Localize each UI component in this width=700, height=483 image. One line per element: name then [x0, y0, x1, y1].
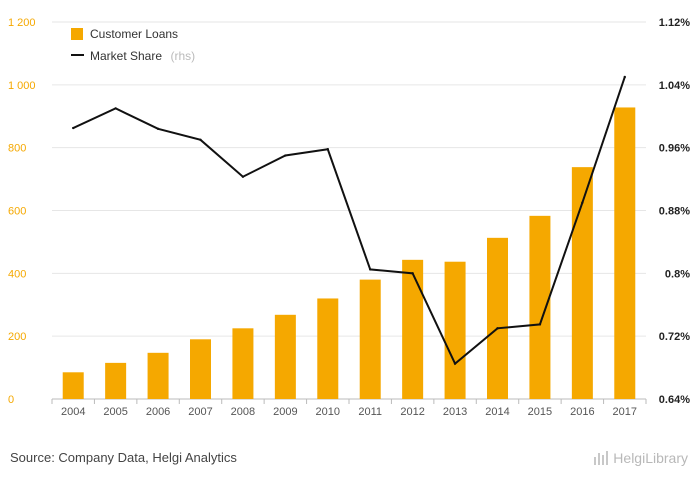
x-tick-label: 2004 [61, 406, 85, 418]
left-tick-label: 0 [8, 394, 14, 406]
left-tick-label: 200 [8, 331, 26, 343]
x-tick-label: 2015 [528, 406, 552, 418]
point-2005 [114, 107, 117, 110]
bar-2010 [317, 298, 339, 399]
bar-2007 [190, 339, 211, 399]
right-tick-label: 1.12% [659, 17, 690, 29]
bar-2012 [402, 259, 424, 399]
bar-series-customer-loans [62, 107, 636, 399]
point-2016 [581, 201, 584, 204]
legend-label-market-share-name: Market Share [90, 49, 162, 63]
brand-logo: HelgiLibrary [593, 450, 688, 466]
x-tick-label: 2007 [188, 406, 212, 418]
right-tick-label: 0.96% [659, 143, 690, 155]
point-2004 [72, 126, 75, 130]
bar-2004 [62, 372, 84, 399]
point-2013 [453, 362, 457, 365]
x-tick-label: 2006 [146, 406, 170, 418]
helgi-logo-icon [594, 451, 609, 465]
point-2009 [284, 154, 287, 157]
x-tick-label: 2010 [316, 406, 340, 418]
point-2012 [411, 272, 414, 275]
bar-2008 [232, 328, 254, 399]
right-axis: 0.64% 0.72% 0.8% 0.88% 0.96% 1.04% 1.12% [659, 17, 690, 406]
right-tick-label: 0.8% [665, 268, 690, 280]
point-2007 [199, 138, 202, 142]
left-tick-label: 600 [8, 206, 26, 218]
point-2017 [623, 75, 626, 79]
point-2011 [369, 268, 372, 271]
bar-2011 [359, 279, 381, 399]
gridlines [52, 21, 646, 400]
bar-2005 [105, 362, 127, 399]
x-tick-label: 2013 [443, 406, 467, 418]
line-series-market-share [72, 75, 626, 366]
legend-label-customer-loans: Customer Loans [90, 27, 178, 41]
legend-swatch-customer-loans [71, 28, 83, 40]
x-tick-label: 2005 [103, 406, 127, 418]
brand-name: HelgiLibrary [613, 450, 688, 466]
source-note: Source: Company Data, Helgi Analytics [10, 450, 237, 465]
x-tick-label: 2016 [570, 406, 594, 418]
x-tick-label: 2011 [358, 406, 382, 418]
bar-2017 [614, 107, 636, 399]
x-axis: 2004 2005 2006 2007 2008 2009 2010 2011 2012 2013… [51, 399, 647, 418]
left-tick-label: 1 200 [8, 17, 36, 29]
bar-2015 [529, 215, 551, 399]
x-tick-label: 2017 [613, 406, 637, 418]
x-tick-label: 2014 [485, 406, 509, 418]
bar-2006 [147, 352, 169, 399]
bar-2013 [444, 261, 466, 399]
right-tick-label: 0.88% [659, 206, 690, 218]
bar-2014 [487, 237, 508, 399]
right-tick-label: 0.64% [659, 394, 690, 406]
left-tick-label: 800 [8, 143, 26, 155]
legend-label-market-share: Market Share (rhs) [90, 47, 195, 64]
point-2008 [241, 175, 245, 178]
point-2014 [496, 327, 499, 330]
left-tick-label: 400 [8, 268, 26, 280]
point-2006 [156, 127, 160, 131]
x-tick-label: 2012 [400, 406, 424, 418]
left-axis: 0 200 400 600 800 1 000 1 200 [8, 17, 36, 406]
bar-2016 [571, 167, 593, 399]
legend-label-market-share-note: (rhs) [170, 49, 195, 63]
bar-2009 [274, 314, 296, 399]
left-tick-label: 1 000 [8, 80, 36, 92]
right-tick-label: 0.72% [659, 331, 690, 343]
x-tick-label: 2009 [273, 406, 297, 418]
x-tick-label: 2008 [231, 406, 255, 418]
point-2015 [538, 323, 542, 326]
market-share-line [72, 76, 626, 366]
point-2010 [326, 148, 329, 151]
legend: Customer Loans Market Share (rhs) [71, 27, 195, 64]
right-tick-label: 1.04% [659, 80, 690, 92]
